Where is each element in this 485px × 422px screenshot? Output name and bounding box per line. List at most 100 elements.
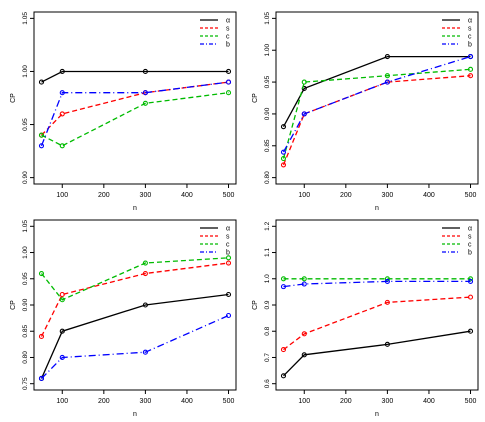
x-tick-label: 400 <box>181 192 193 199</box>
legend-label: α <box>226 226 230 233</box>
legend-label: b <box>468 250 472 257</box>
x-tick-label: 500 <box>223 192 235 199</box>
data-point <box>280 155 287 162</box>
series-line <box>283 296 471 351</box>
series-1 <box>38 291 232 382</box>
y-axis: 0.90 0.95 1.00 1.05 <box>22 12 34 184</box>
data-point <box>38 375 45 382</box>
data-point <box>38 333 45 340</box>
series-line <box>282 55 471 128</box>
plot-frame <box>275 219 479 391</box>
x-tick-label: 300 <box>140 398 152 405</box>
data-point <box>467 294 474 300</box>
x-axis-label: n <box>133 205 137 212</box>
chart-panel-4: 100 200 300 400 500 n 0.6 0.7 0.8 0.9 1.0 1.1 1.2 CP α… <box>252 219 479 418</box>
data-point <box>142 100 148 106</box>
x-axis-label: n <box>133 411 137 418</box>
series-2 <box>38 260 232 340</box>
data-point <box>38 143 45 149</box>
y-axis-label: CP <box>10 300 17 310</box>
legend-label: s <box>226 26 230 33</box>
data-point <box>225 255 232 261</box>
data-point <box>467 73 474 79</box>
data-point <box>59 111 65 117</box>
series-1 <box>280 328 474 379</box>
x-tick-label: 400 <box>423 398 435 405</box>
y-tick-label: 0.90 <box>22 298 29 311</box>
data-point <box>280 373 287 379</box>
x-tick-label: 100 <box>56 398 68 405</box>
x-tick-label: 400 <box>423 192 435 199</box>
series-line <box>40 257 229 301</box>
data-point <box>301 331 307 337</box>
y-axis-label: CP <box>10 93 17 103</box>
series-line <box>41 92 229 147</box>
series-line <box>40 262 229 337</box>
y-tick-label: 0.8 <box>264 326 271 335</box>
x-tick-label: 500 <box>223 398 235 405</box>
series-3 <box>38 255 232 303</box>
data-point <box>142 270 148 277</box>
series-line <box>283 280 471 288</box>
data-point <box>59 297 65 303</box>
series-1 <box>38 68 232 85</box>
y-axis-label: CP <box>252 93 259 103</box>
y-tick-label: 1.2 <box>264 221 271 230</box>
legend-label: c <box>468 34 472 41</box>
y-axis: 0.6 0.7 0.8 0.9 1.0 1.1 1.2 <box>264 221 276 388</box>
y-tick-label: 0.90 <box>22 171 29 184</box>
data-point <box>38 270 45 277</box>
legend-label: s <box>226 234 230 241</box>
data-point <box>384 341 390 347</box>
data-point <box>142 68 148 75</box>
y-tick-label: 0.75 <box>22 377 29 390</box>
legend-label: s <box>468 26 472 33</box>
data-point <box>280 347 287 353</box>
series-2 <box>280 73 474 168</box>
x-axis: 100 200 300 400 500 <box>56 184 234 199</box>
y-tick-label: 1.05 <box>22 220 29 233</box>
chart-panel-3: 100 200 300 400 500 n 0.75 0.80 0.85 0.90 0.95 1.00… <box>10 219 237 418</box>
legend-label: b <box>226 42 230 49</box>
series-4 <box>280 278 474 290</box>
legend-label: c <box>468 242 472 249</box>
series-line <box>41 70 229 83</box>
y-axis: 0.75 0.80 0.85 0.90 0.95 1.00 1.05 <box>22 220 34 390</box>
x-tick-label: 200 <box>98 398 110 405</box>
series-4 <box>38 79 232 149</box>
y-tick-label: 1.00 <box>22 65 29 78</box>
x-tick-label: 400 <box>181 398 193 405</box>
data-point <box>38 132 45 138</box>
data-point <box>467 66 474 72</box>
data-point <box>225 90 232 96</box>
x-tick-label: 300 <box>382 398 394 405</box>
data-point <box>59 68 65 75</box>
x-tick-label: 200 <box>340 192 352 199</box>
data-point <box>467 278 474 284</box>
data-point <box>467 276 474 282</box>
x-axis: 100 200 300 400 500 <box>298 390 476 405</box>
series-4 <box>280 54 474 155</box>
legend-label: b <box>468 42 472 49</box>
data-point <box>280 276 287 282</box>
x-tick-label: 100 <box>56 192 68 199</box>
y-tick-label: 0.95 <box>22 272 29 285</box>
plot-frame <box>33 11 237 185</box>
x-tick-label: 200 <box>340 398 352 405</box>
data-point <box>142 260 148 266</box>
legend-label: s <box>468 234 472 241</box>
series-line <box>282 68 471 159</box>
y-tick-label: 0.7 <box>264 353 271 362</box>
data-point <box>384 299 390 305</box>
data-point <box>301 281 307 287</box>
y-tick-label: 1.0 <box>264 274 271 283</box>
data-point <box>59 90 65 96</box>
legend-label: b <box>226 250 230 257</box>
x-tick-label: 300 <box>140 192 152 199</box>
series-4 <box>38 312 232 382</box>
data-point <box>280 149 287 155</box>
series-line <box>41 81 229 136</box>
x-axis-label: n <box>375 205 379 212</box>
